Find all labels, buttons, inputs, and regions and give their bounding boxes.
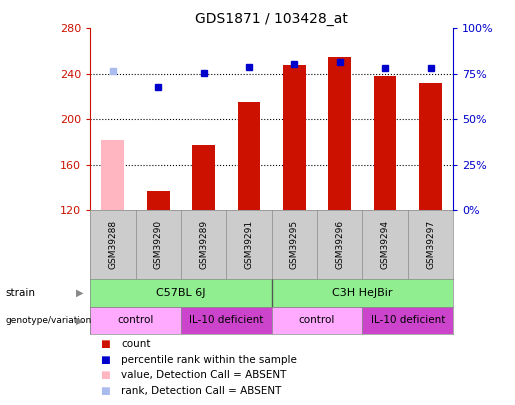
Bar <box>374 76 397 210</box>
Text: ■: ■ <box>100 355 110 364</box>
Text: C57BL 6J: C57BL 6J <box>156 288 205 298</box>
Bar <box>283 65 306 210</box>
Text: ▶: ▶ <box>76 315 83 325</box>
Bar <box>147 191 169 210</box>
Text: GSM39291: GSM39291 <box>245 220 253 269</box>
Text: genotype/variation: genotype/variation <box>5 316 91 325</box>
Bar <box>90 307 181 334</box>
Bar <box>101 140 124 210</box>
Text: ▶: ▶ <box>76 288 83 298</box>
Text: GSM39288: GSM39288 <box>108 220 117 269</box>
Text: GSM39297: GSM39297 <box>426 220 435 269</box>
Text: C3H HeJBir: C3H HeJBir <box>332 288 392 298</box>
Bar <box>363 307 453 334</box>
Text: percentile rank within the sample: percentile rank within the sample <box>121 355 297 364</box>
Title: GDS1871 / 103428_at: GDS1871 / 103428_at <box>195 12 348 26</box>
Bar <box>237 102 260 210</box>
Text: strain: strain <box>5 288 35 298</box>
Text: IL-10 deficient: IL-10 deficient <box>189 315 264 325</box>
Text: ■: ■ <box>100 339 110 349</box>
Text: IL-10 deficient: IL-10 deficient <box>371 315 445 325</box>
Text: rank, Detection Call = ABSENT: rank, Detection Call = ABSENT <box>121 386 281 396</box>
Text: GSM39289: GSM39289 <box>199 220 208 269</box>
Text: GSM39295: GSM39295 <box>290 220 299 269</box>
Text: GSM39290: GSM39290 <box>153 220 163 269</box>
Text: ■: ■ <box>100 371 110 380</box>
Text: count: count <box>121 339 150 349</box>
Text: GSM39296: GSM39296 <box>335 220 344 269</box>
Text: control: control <box>299 315 335 325</box>
Bar <box>329 57 351 210</box>
Bar <box>419 83 442 210</box>
Text: value, Detection Call = ABSENT: value, Detection Call = ABSENT <box>121 371 286 380</box>
Text: GSM39294: GSM39294 <box>381 220 390 269</box>
Bar <box>181 307 272 334</box>
Text: control: control <box>117 315 153 325</box>
Bar <box>192 145 215 210</box>
Text: ■: ■ <box>100 386 110 396</box>
Bar <box>272 307 363 334</box>
